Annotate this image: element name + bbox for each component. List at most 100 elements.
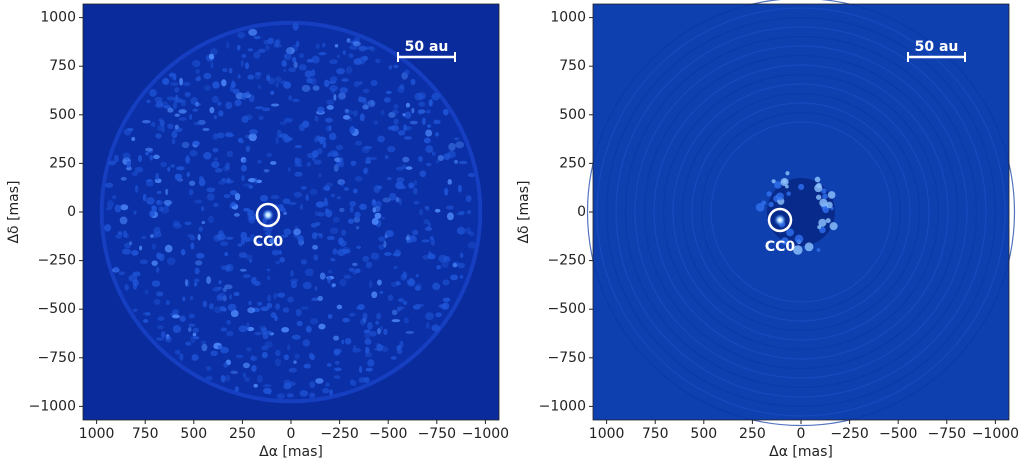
speckle	[160, 331, 166, 339]
speckle	[433, 119, 441, 125]
speckle	[816, 248, 821, 252]
speckle	[153, 298, 161, 305]
speckle	[146, 197, 155, 205]
speckle	[165, 188, 169, 196]
speckle	[399, 83, 405, 90]
speckle	[271, 249, 280, 256]
speckle	[171, 138, 176, 145]
speckle	[274, 76, 282, 83]
speckle	[108, 160, 117, 166]
speckle	[442, 297, 451, 303]
speckle	[274, 315, 278, 322]
speckle	[202, 127, 210, 132]
speckle	[391, 319, 401, 323]
speckle	[343, 274, 352, 279]
speckle	[225, 374, 231, 382]
speckle	[393, 64, 399, 69]
speckle	[184, 278, 188, 287]
speckle	[300, 185, 307, 190]
speckle	[267, 37, 275, 45]
speckle	[312, 157, 316, 161]
speckle	[397, 130, 406, 136]
speckle	[216, 295, 224, 302]
speckle	[151, 205, 156, 210]
speckle	[248, 28, 258, 36]
y-tick-label: −750	[38, 350, 76, 366]
speckle	[342, 50, 346, 56]
field-edge	[99, 20, 483, 404]
speckle	[771, 179, 776, 184]
speckle	[403, 317, 409, 324]
ring	[700, 111, 902, 313]
speckle	[287, 296, 294, 303]
speckle	[257, 159, 262, 164]
speckle	[173, 101, 177, 110]
speckle	[459, 252, 464, 259]
speckle	[263, 226, 268, 232]
speckle	[339, 97, 344, 101]
ring	[586, 0, 1016, 427]
speckle	[211, 95, 219, 104]
speckle	[222, 307, 227, 312]
speckle	[413, 180, 418, 186]
speckle	[336, 196, 341, 200]
speckle	[288, 95, 293, 101]
speckle	[375, 320, 379, 325]
speckle	[248, 133, 257, 142]
speckle	[301, 84, 311, 92]
speckle	[174, 86, 180, 93]
speckle	[267, 275, 271, 281]
speckle	[373, 185, 381, 194]
speckle	[362, 88, 370, 93]
speckle	[203, 151, 212, 160]
speckle	[337, 237, 344, 245]
speckle	[270, 161, 277, 165]
speckle	[238, 252, 248, 258]
speckle	[328, 125, 332, 132]
speckle	[255, 71, 262, 76]
speckle	[246, 91, 250, 96]
speckle	[352, 41, 361, 47]
speckle	[427, 124, 432, 128]
speckle	[383, 97, 391, 103]
speckle	[373, 120, 379, 125]
speckle	[188, 313, 196, 319]
speckle	[284, 53, 292, 61]
speckle	[198, 178, 206, 187]
speckle	[248, 259, 253, 263]
speckle	[396, 308, 401, 312]
speckle	[814, 184, 823, 193]
speckle	[447, 179, 452, 185]
speckle	[393, 104, 399, 109]
speckle	[345, 66, 353, 74]
speckle	[263, 169, 270, 173]
speckle	[383, 240, 387, 248]
speckle	[239, 268, 247, 272]
speckle	[383, 252, 392, 256]
speckle	[151, 243, 157, 250]
speckle	[217, 292, 227, 300]
speckle	[293, 61, 298, 69]
speckle	[192, 108, 199, 112]
speckle	[347, 218, 355, 224]
speckle	[166, 257, 176, 266]
speckle	[174, 173, 183, 179]
speckle	[167, 107, 174, 113]
speckle	[329, 76, 338, 82]
speckle	[402, 113, 406, 117]
speckle	[241, 53, 247, 59]
speckle	[458, 210, 465, 215]
speckle	[153, 226, 161, 234]
speckle	[206, 276, 212, 285]
speckle	[448, 142, 456, 151]
speckle	[201, 343, 208, 352]
speckle	[432, 282, 441, 291]
speckle	[106, 200, 115, 208]
speckle	[253, 51, 261, 59]
speckle	[339, 207, 345, 213]
speckle	[423, 218, 430, 225]
speckle	[459, 275, 464, 279]
speckle	[278, 250, 282, 255]
speckle	[372, 207, 377, 213]
speckle	[418, 208, 424, 216]
